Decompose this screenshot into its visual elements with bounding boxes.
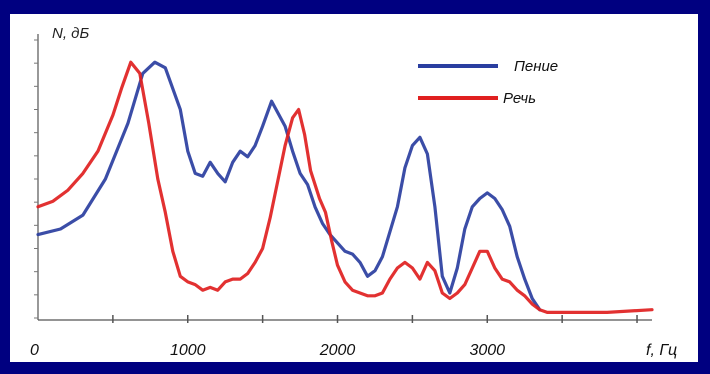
legend-label: Пение (514, 58, 558, 75)
x-tick-label: 2000 (319, 342, 356, 359)
y-axis-label: N, дБ (52, 25, 89, 42)
axes (34, 34, 652, 321)
x-ticks: 0 1000 2000 3000 (30, 315, 638, 359)
series-line-singing (36, 60, 542, 312)
x-tick-label: 1000 (170, 342, 206, 359)
series-lines (36, 60, 654, 314)
legend: Пение Речь (418, 58, 558, 107)
x-tick-label: 0 (30, 342, 39, 359)
series-line-speech (36, 60, 654, 314)
x-axis-label: f, Гц (646, 342, 677, 359)
x-tick-label: 3000 (469, 342, 505, 359)
legend-label: Речь (503, 90, 536, 107)
chart-panel (10, 14, 698, 362)
